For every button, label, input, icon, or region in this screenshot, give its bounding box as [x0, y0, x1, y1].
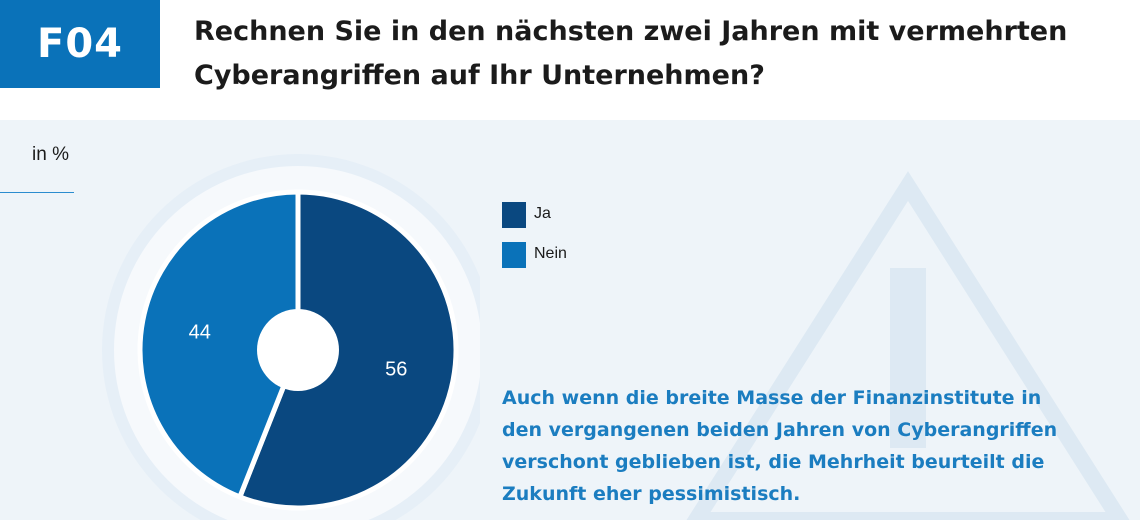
chart-panel: in % 56 44 Ja Nein Auch wenn die breite M…: [0, 120, 1140, 520]
figure-badge: F04: [0, 0, 160, 88]
header: F04 Rechnen Sie in den nächsten zwei Jah…: [0, 0, 1140, 120]
donut-slice-ja: [236, 189, 459, 511]
donut-slice-nein: [137, 189, 301, 501]
donut-chart: 56 44: [102, 154, 480, 520]
data-label-ja: 56: [385, 359, 407, 381]
legend-swatch-nein: [502, 242, 526, 268]
divider: [0, 192, 74, 193]
data-label-nein: 44: [189, 321, 211, 343]
legend-label-ja: Ja: [534, 205, 551, 222]
legend-swatch-ja: [502, 202, 526, 228]
summary-note: Auch wenn die breite Masse der Finanzins…: [502, 387, 1058, 505]
unit-label: in %: [32, 144, 69, 165]
donut-hole: [257, 309, 339, 391]
legend-label-nein: Nein: [534, 245, 567, 262]
question-title: Rechnen Sie in den nächsten zwei Jahren …: [194, 16, 1068, 91]
warning-triangle-icon: [686, 171, 1130, 520]
